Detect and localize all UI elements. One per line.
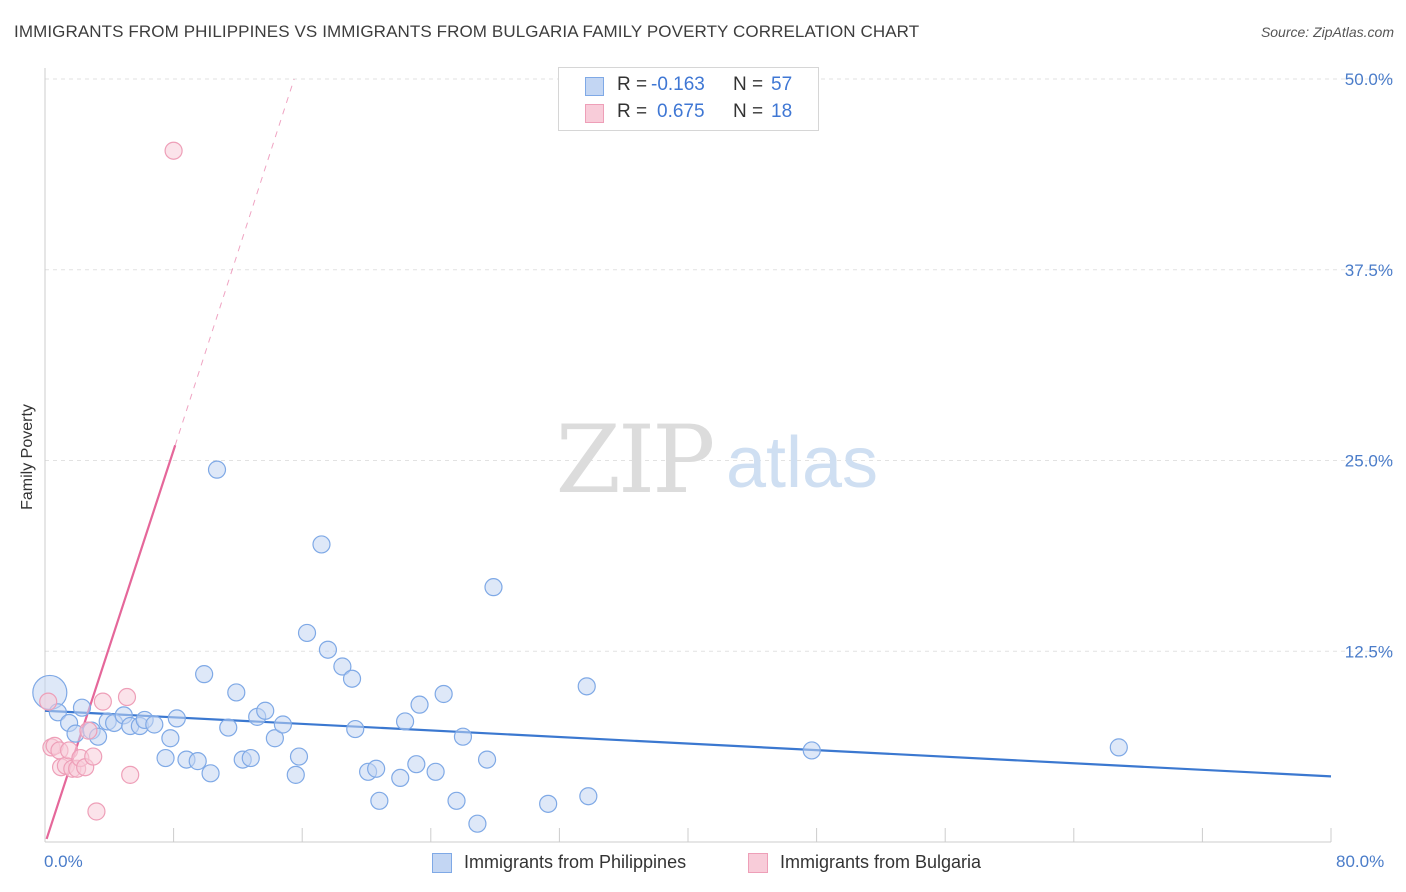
legend-n-value: 18 <box>771 101 793 122</box>
point-philippines <box>333 657 352 676</box>
point-bulgaria <box>79 721 98 740</box>
point-philippines <box>370 791 389 810</box>
point-bulgaria <box>164 141 183 160</box>
point-philippines <box>342 669 362 688</box>
point-philippines <box>227 683 246 702</box>
watermark-atlas: atlas <box>726 423 878 503</box>
bottom-legend-label-bulgaria: Immigrants from Bulgaria <box>780 852 982 872</box>
trend-line-bulgaria-extension <box>174 78 295 446</box>
x-tick-max: 80.0% <box>1336 852 1385 871</box>
point-philippines <box>241 748 260 768</box>
point-bulgaria <box>39 692 58 711</box>
point-philippines <box>167 709 186 728</box>
point-philippines <box>391 768 410 788</box>
point-philippines <box>426 762 445 781</box>
point-philippines <box>346 719 365 739</box>
point-bulgaria <box>121 765 140 784</box>
point-philippines <box>395 712 415 731</box>
point-philippines <box>477 750 497 769</box>
source-credit: Source: ZipAtlas.com <box>1260 24 1394 40</box>
point-philippines <box>188 752 207 771</box>
legend-r-label: R = <box>617 101 648 122</box>
point-philippines <box>312 535 331 554</box>
point-philippines <box>219 718 238 737</box>
point-philippines <box>484 578 503 597</box>
x-tick-min: 0.0% <box>44 852 83 871</box>
point-philippines <box>407 755 426 774</box>
y-tick-label: 50.0% <box>1345 70 1393 89</box>
y-tick-label: 25.0% <box>1345 452 1393 471</box>
bottom-legend-swatch-philippines <box>432 853 452 873</box>
point-philippines <box>207 460 227 479</box>
point-philippines <box>577 677 596 696</box>
point-bulgaria <box>84 747 103 766</box>
watermark: ZIP atlas <box>556 406 878 515</box>
y-tick-label: 37.5% <box>1345 261 1393 280</box>
point-philippines <box>453 727 473 746</box>
point-philippines <box>286 765 305 784</box>
point-philippines <box>410 695 429 714</box>
point-philippines <box>256 701 275 720</box>
legend-n-value: 57 <box>771 74 793 95</box>
point-bulgaria <box>117 687 137 707</box>
legend-n-label: N = <box>733 74 764 95</box>
y-tick-label: 12.5% <box>1345 642 1393 661</box>
legend-n-label: N = <box>733 101 764 122</box>
point-philippines <box>289 747 309 766</box>
chart-title: IMMIGRANTS FROM PHILIPPINES VS IMMIGRANT… <box>14 22 920 41</box>
point-philippines <box>265 729 284 748</box>
watermark-zip: ZIP <box>556 406 713 515</box>
point-philippines <box>468 814 487 833</box>
bottom-legend-swatch-bulgaria <box>748 853 768 873</box>
point-philippines <box>297 623 317 643</box>
point-philippines <box>318 640 338 659</box>
trend-line-bulgaria <box>45 444 177 840</box>
series-philippines-points <box>32 460 1128 833</box>
point-philippines <box>434 684 453 704</box>
point-philippines <box>367 759 386 778</box>
point-philippines <box>201 764 220 783</box>
point-bulgaria <box>87 802 106 821</box>
legend-r-value: 0.675 <box>657 101 705 122</box>
point-philippines <box>579 787 598 806</box>
bottom-legend-label-philippines: Immigrants from Philippines <box>464 852 687 872</box>
legend-r-label: R = <box>617 74 648 95</box>
point-bulgaria <box>93 692 112 711</box>
point-philippines <box>156 748 175 768</box>
point-philippines <box>273 715 293 734</box>
series-bulgaria-points <box>39 141 183 821</box>
point-philippines <box>539 794 558 813</box>
legend-swatch-bulgaria <box>585 104 604 123</box>
point-philippines <box>447 791 466 810</box>
point-philippines <box>1109 738 1128 757</box>
y-tick-labels: 12.5% 25.0% 37.5% 50.0% <box>1345 70 1393 661</box>
point-philippines <box>145 715 164 734</box>
point-philippines <box>161 729 180 748</box>
point-philippines <box>72 698 92 717</box>
point-philippines <box>195 665 214 684</box>
legend-swatch-philippines <box>585 77 604 96</box>
point-philippines <box>802 741 821 760</box>
legend-r-value: -0.163 <box>651 74 705 95</box>
correlation-legend: R = -0.163 N = 57 R = 0.675 N = 18 <box>558 67 819 131</box>
gridlines <box>45 78 1393 652</box>
axes <box>44 68 1332 843</box>
